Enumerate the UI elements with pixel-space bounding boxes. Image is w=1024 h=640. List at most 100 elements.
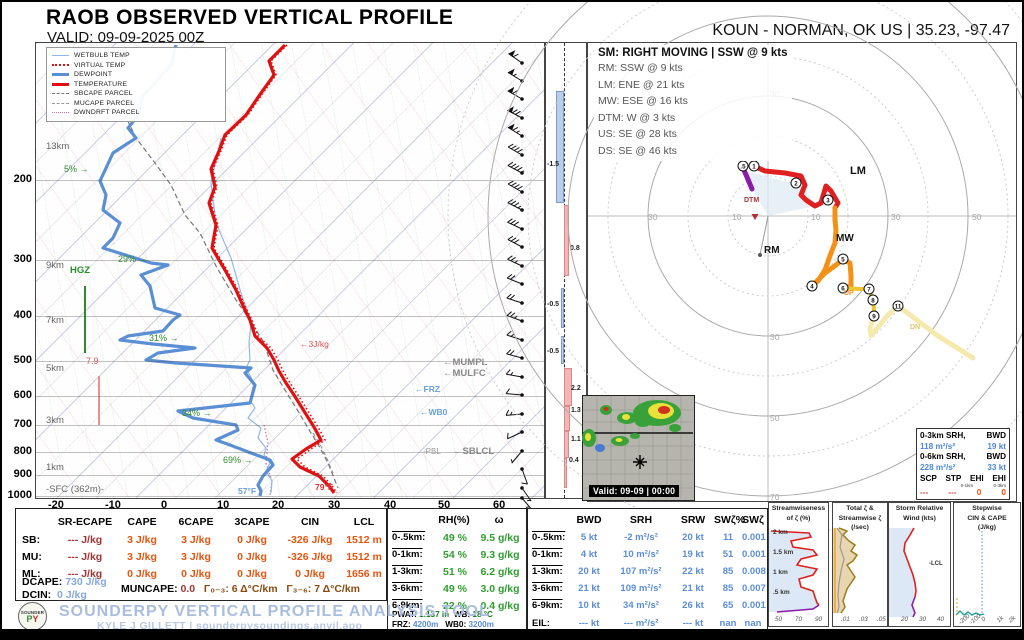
legend-item: VIRTUAL TEMP — [52, 61, 220, 71]
info-row: 0-1km 0-3km — [960, 483, 1006, 488]
legend-item: DEWPOINT — [52, 70, 220, 80]
ring-label: 50 — [972, 212, 982, 222]
hodograph-trace — [741, 167, 755, 192]
hodograph-label: RM — [764, 245, 780, 256]
legend-swatch — [52, 55, 69, 57]
lcl-label: -LCL — [929, 561, 943, 567]
ring-label: 30 — [891, 212, 901, 222]
shear-row: 0-.5km: 5 kt -2 m²/s² 20 kt 11 0.001 — [532, 532, 766, 543]
dtm-marker — [751, 214, 759, 220]
legend-swatch — [52, 64, 69, 67]
advection-bar — [561, 288, 564, 328]
mini-panel: Total ζ & Streamwise ζ (/sec) .01 .03 .05 — [832, 502, 888, 627]
mini-tick-label: 20 — [901, 616, 909, 623]
thermo-value: --- J/kg — [67, 567, 103, 580]
svg-text:3: 3 — [826, 197, 830, 204]
advection-bar — [564, 406, 570, 431]
skewt-annotation: 34% → — [182, 408, 212, 418]
advection-bar — [564, 205, 569, 276]
height-marker — [868, 310, 880, 322]
station-info: KOUN - NORMAN, OK US | 35.23, -97.47 — [712, 22, 1010, 39]
advection-bar — [556, 91, 564, 203]
ring-label: 10 — [811, 212, 821, 222]
storm-motion-line — [759, 215, 769, 256]
mini-ylabel: 1.5 km — [773, 549, 794, 556]
legend-swatch — [52, 93, 69, 95]
height-marker — [867, 294, 879, 306]
pressure-gridline — [36, 260, 544, 261]
mini-ylabel: 1 km — [773, 569, 788, 576]
svg-text:7: 7 — [867, 286, 871, 293]
advection-bar — [564, 368, 572, 406]
height-marker — [737, 160, 749, 172]
thermo-value: 0 J/kg — [237, 533, 267, 546]
pressure-tick-label: 600 — [13, 389, 32, 401]
bottom-border-bar — [2, 629, 1022, 638]
dewpoint-line — [98, 44, 275, 497]
mini-fill — [889, 528, 916, 617]
height-marker — [863, 283, 875, 295]
mini-purple-line — [911, 596, 916, 618]
radar-map — [582, 396, 693, 499]
height-marker — [837, 282, 849, 294]
skewt-annotation: HGZ — [70, 265, 91, 276]
storm-motion-line-text: RM: SSW @ 9 kts — [598, 62, 683, 74]
mini-panel-title: Storm Relative — [895, 505, 944, 512]
advection-strip: -1.5 0.8 -0.5 -0.5 2.2 1.3 1.1 0.4 — [545, 42, 587, 499]
thermo-value: --- J/kg — [67, 550, 103, 563]
temperature-line — [207, 43, 336, 494]
mini-panel-title: Streamwiseness — [771, 505, 826, 512]
mini-panel: Streamwiseness of ζ (%) 50 70 90 2 km 1.5 km 1 … — [768, 502, 829, 627]
storm-motion-line-text: DTM: W @ 3 kts — [598, 111, 676, 124]
pressure-tick-label: 800 — [13, 445, 32, 457]
info-row: 0-3km SRH, BWD — [920, 431, 1006, 440]
shear-table: BWD SRH SRW SWζ% SWζ 0-.5km: 5 kt -2 m²/s² 20 kt… — [527, 508, 768, 630]
skewt-annotation: -PBL — [423, 447, 441, 456]
srh-wedge — [745, 171, 815, 216]
mini-panel-title: (/sec) — [851, 524, 869, 531]
streamwise-zeta-line — [836, 527, 845, 614]
mini-red-line — [903, 527, 917, 598]
shear-row: EIL: --- kt --- m²/s² --- kt nan nan — [532, 618, 762, 629]
mini-red-line — [770, 530, 820, 606]
pressure-gridline — [36, 475, 544, 476]
mini-panel-title: of ζ (%) — [786, 514, 811, 522]
shear-row: 0-1km: 4 kt 10 m²/s² 19 kt 51 0.001 — [532, 549, 766, 560]
thermo-value: 3 J/kg — [181, 533, 211, 546]
svg-text:.5: .5 — [740, 163, 746, 170]
mini-ylabel: 2 km — [773, 529, 788, 536]
height-marker — [822, 194, 834, 206]
hodograph-trace — [751, 163, 841, 211]
storm-motion-line-text: LM: ENE @ 21 kts — [598, 78, 685, 91]
mini-panel-title: CIN & CAPE — [967, 514, 1007, 522]
mini-tick-label: 50 — [775, 616, 783, 623]
info-row: 118 m²/s² 19 kt — [920, 441, 1006, 451]
logo-text-top: SOUNDER — [20, 610, 45, 615]
sounderpy-logo: SOUNDER PY — [18, 602, 47, 631]
thermo-row: ML: --- J/kg 0 J/kg 0 J/kg 0 J/kg 0 J/kg 1656 … — [16, 565, 386, 582]
thermo-value: 0 J/kg — [127, 567, 157, 580]
moisture-table: RH(%) ω 0-.5km: 49 % 9.5 g/kg 0-1km: 54 % 9.3 g… — [387, 508, 527, 630]
storm-motion-line-text: DS: SE @ 46 kts — [598, 144, 677, 157]
shear-row: 1-3km: 20 kt 107 m²/s² 22 kt 85 0.008 — [532, 566, 766, 577]
svg-text:11: 11 — [895, 303, 902, 310]
height-marker — [790, 177, 802, 189]
thermo-value: 0 J/kg — [237, 550, 267, 563]
location-crosshair-icon — [633, 455, 647, 469]
storm-motion-title: SM: RIGHT MOVING | SSW @ 9 kts — [598, 47, 788, 59]
height-marker — [892, 300, 904, 312]
mini-tick-label: 70 — [795, 616, 803, 623]
hodograph-trace — [867, 303, 976, 361]
advection-value: 2.2 — [571, 385, 581, 392]
storm-motion-line-text: MW: ESE @ 16 kts — [598, 95, 688, 107]
pwat-block: PWAT: 1.137 in WB: 18 °C FRZ: 4200m WB0: … — [392, 610, 494, 629]
thermo-value: -326 J/kg — [287, 550, 333, 563]
thermo-row: SB: --- J/kg 3 J/kg 3 J/kg 0 J/kg -326 J/kg 15… — [16, 531, 386, 548]
mini-tick-label: .03 — [859, 616, 868, 623]
skewt-annotation: 69% → — [223, 455, 253, 465]
info-row: SCP STP EHI EHI — [920, 474, 1006, 483]
legend-swatch — [52, 82, 69, 86]
pressure-tick-label: 500 — [13, 354, 32, 366]
shear-header-row: BWD SRH SRW SWζ% SWζ — [576, 514, 764, 526]
